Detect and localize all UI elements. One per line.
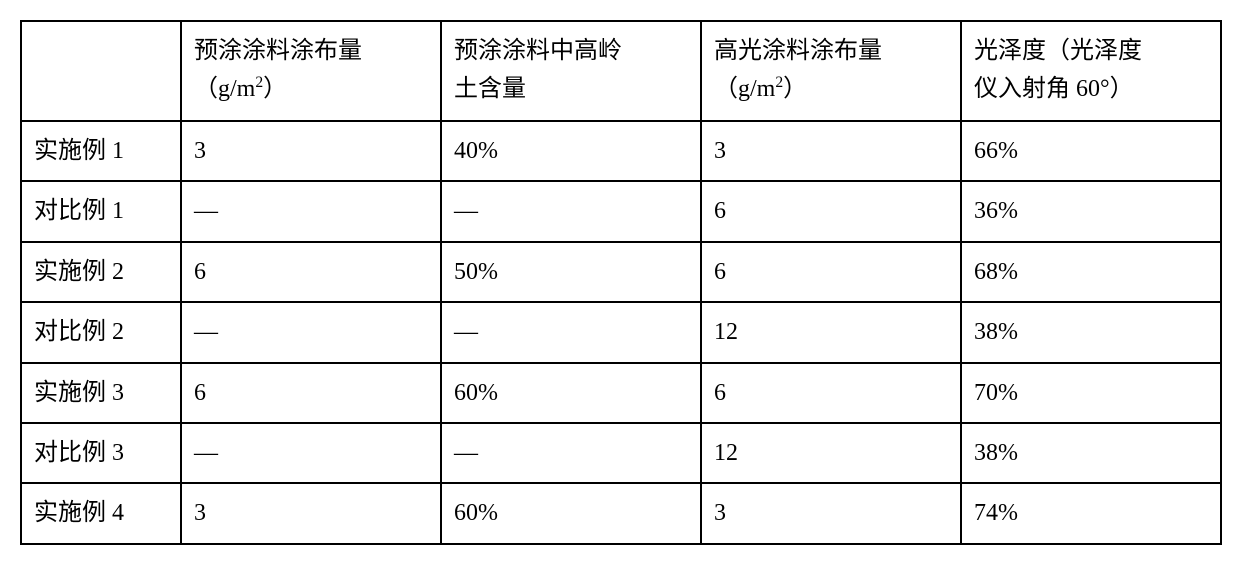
cell: 3: [701, 121, 961, 181]
row-label: 实施例 2: [21, 242, 181, 302]
cell: 6: [181, 242, 441, 302]
cell: 12: [701, 423, 961, 483]
table-row: 对比例 3 — — 12 38%: [21, 423, 1221, 483]
row-label: 对比例 2: [21, 302, 181, 362]
cell: —: [441, 302, 701, 362]
table-row: 实施例 3 6 60% 6 70%: [21, 363, 1221, 423]
header-cell-gloss-amount: 高光涂料涂布量 （g/m2）: [701, 21, 961, 121]
table-row: 实施例 1 3 40% 3 66%: [21, 121, 1221, 181]
cell: 40%: [441, 121, 701, 181]
cell: 50%: [441, 242, 701, 302]
header-cell-precoat-amount: 预涂涂料涂布量 （g/m2）: [181, 21, 441, 121]
cell: 12: [701, 302, 961, 362]
header-cell-blank: [21, 21, 181, 121]
cell: 38%: [961, 423, 1221, 483]
cell: 6: [701, 363, 961, 423]
header-line2: 仪入射角 60°）: [974, 76, 1134, 102]
table-body: 实施例 1 3 40% 3 66% 对比例 1 — — 6 36% 实施例 2 …: [21, 121, 1221, 544]
header-line1: 光泽度（光泽度: [974, 38, 1142, 64]
header-line2: 土含量: [454, 76, 526, 102]
header-line2: （g/m2）: [194, 76, 287, 102]
header-cell-kaolin-content: 预涂涂料中高岭 土含量: [441, 21, 701, 121]
cell: —: [441, 181, 701, 241]
table-row: 实施例 2 6 50% 6 68%: [21, 242, 1221, 302]
row-label: 对比例 1: [21, 181, 181, 241]
header-row: 预涂涂料涂布量 （g/m2） 预涂涂料中高岭 土含量 高光涂料涂布量 （g/m2…: [21, 21, 1221, 121]
cell: 70%: [961, 363, 1221, 423]
cell: 60%: [441, 483, 701, 543]
cell: 3: [701, 483, 961, 543]
cell: 66%: [961, 121, 1221, 181]
table-row: 实施例 4 3 60% 3 74%: [21, 483, 1221, 543]
cell: 6: [701, 181, 961, 241]
table-row: 对比例 1 — — 6 36%: [21, 181, 1221, 241]
cell: 68%: [961, 242, 1221, 302]
header-line1: 预涂涂料中高岭: [454, 38, 622, 64]
row-label: 实施例 1: [21, 121, 181, 181]
row-label: 实施例 3: [21, 363, 181, 423]
header-line1: 预涂涂料涂布量: [194, 38, 362, 64]
cell: 3: [181, 121, 441, 181]
header-line1: 高光涂料涂布量: [714, 38, 882, 64]
table-row: 对比例 2 — — 12 38%: [21, 302, 1221, 362]
cell: 60%: [441, 363, 701, 423]
table-header: 预涂涂料涂布量 （g/m2） 预涂涂料中高岭 土含量 高光涂料涂布量 （g/m2…: [21, 21, 1221, 121]
cell: 74%: [961, 483, 1221, 543]
row-label: 实施例 4: [21, 483, 181, 543]
cell: 38%: [961, 302, 1221, 362]
header-line2: （g/m2）: [714, 76, 807, 102]
cell: 3: [181, 483, 441, 543]
data-table: 预涂涂料涂布量 （g/m2） 预涂涂料中高岭 土含量 高光涂料涂布量 （g/m2…: [20, 20, 1222, 545]
cell: 36%: [961, 181, 1221, 241]
cell: —: [181, 423, 441, 483]
cell: —: [181, 181, 441, 241]
header-cell-glossiness: 光泽度（光泽度 仪入射角 60°）: [961, 21, 1221, 121]
cell: —: [441, 423, 701, 483]
cell: 6: [701, 242, 961, 302]
cell: 6: [181, 363, 441, 423]
row-label: 对比例 3: [21, 423, 181, 483]
cell: —: [181, 302, 441, 362]
